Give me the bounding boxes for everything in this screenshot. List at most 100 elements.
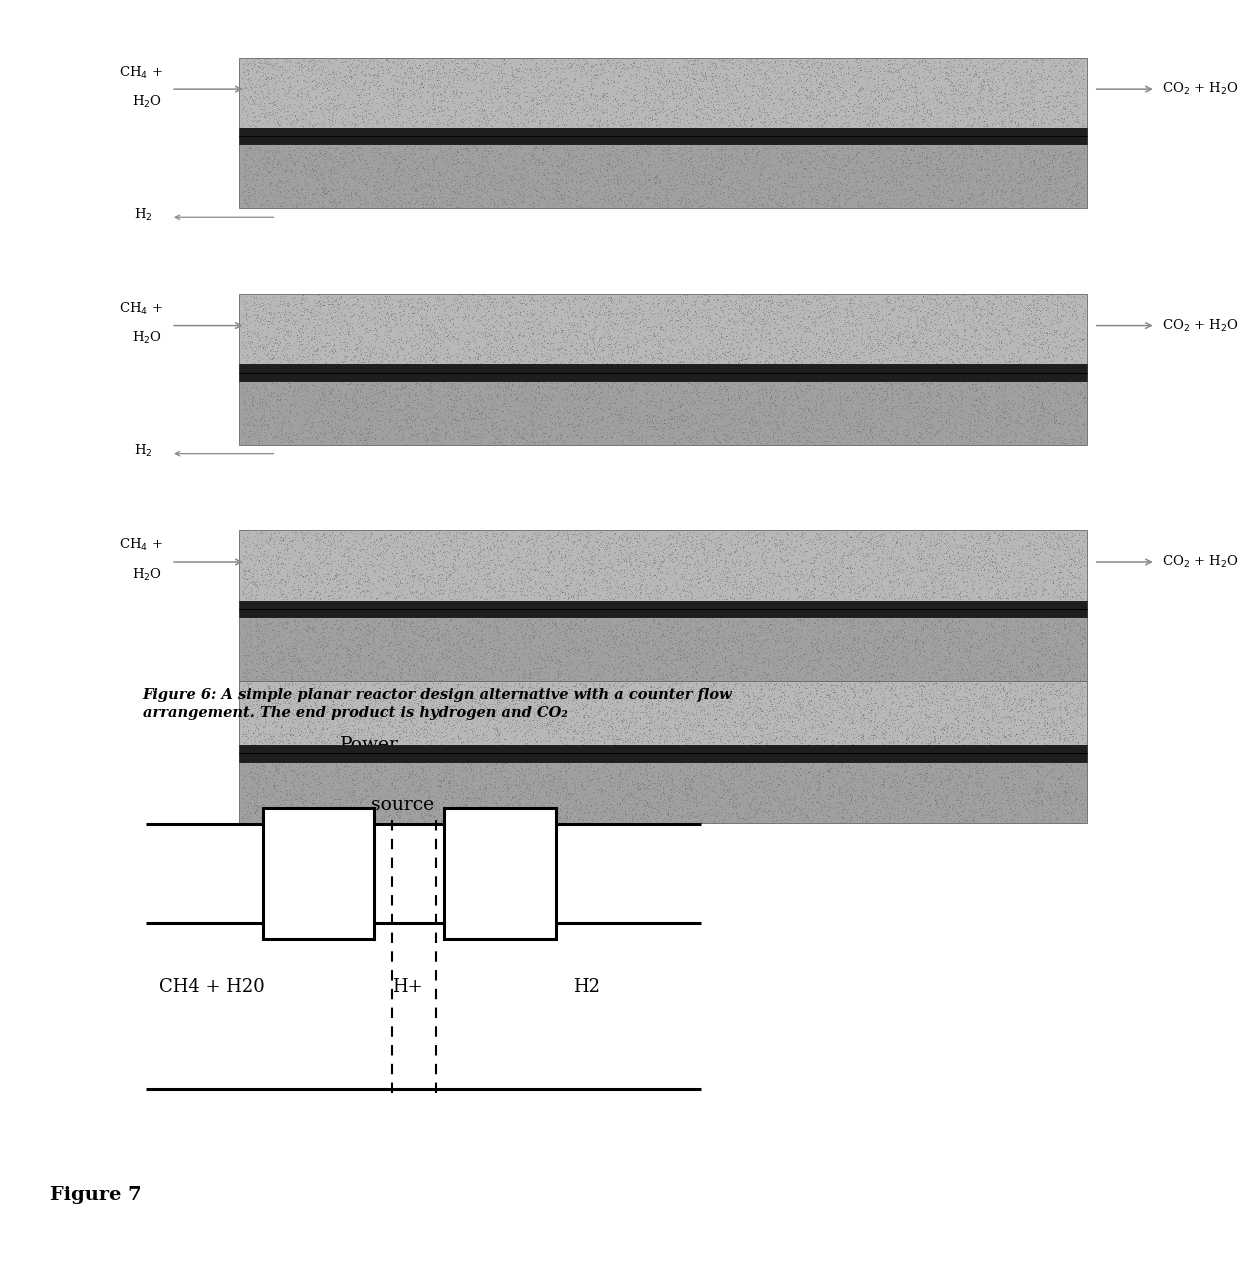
Point bbox=[756, 643, 776, 663]
Point bbox=[517, 335, 537, 355]
Point bbox=[802, 403, 822, 423]
Point bbox=[465, 657, 485, 677]
Point bbox=[692, 532, 712, 552]
Point bbox=[449, 152, 469, 173]
Point bbox=[828, 135, 848, 156]
Point bbox=[593, 73, 613, 93]
Point bbox=[797, 180, 817, 201]
Point bbox=[869, 711, 889, 731]
Point bbox=[1044, 66, 1064, 87]
Point bbox=[277, 723, 296, 744]
Point bbox=[374, 543, 394, 564]
Point bbox=[348, 797, 368, 818]
Point bbox=[857, 777, 877, 797]
Point bbox=[946, 348, 966, 368]
Point bbox=[388, 636, 408, 657]
Point bbox=[1053, 382, 1073, 403]
Point bbox=[588, 778, 608, 799]
Point bbox=[599, 759, 619, 780]
Point bbox=[305, 720, 325, 740]
Point bbox=[1063, 626, 1083, 647]
Point bbox=[887, 755, 906, 776]
Point bbox=[976, 412, 996, 432]
Point bbox=[430, 625, 450, 645]
Point bbox=[467, 164, 487, 184]
Point bbox=[735, 106, 755, 127]
Point bbox=[601, 698, 621, 718]
Point bbox=[866, 89, 885, 110]
Point bbox=[1028, 193, 1048, 213]
Point bbox=[295, 617, 315, 638]
Point bbox=[931, 530, 951, 551]
Point bbox=[801, 105, 821, 125]
Point bbox=[295, 175, 315, 196]
Point bbox=[864, 690, 884, 711]
Point bbox=[351, 420, 371, 441]
Point bbox=[386, 413, 405, 433]
Point bbox=[495, 106, 515, 127]
Point bbox=[852, 629, 872, 649]
Point bbox=[455, 98, 475, 119]
Point bbox=[828, 690, 848, 711]
Point bbox=[883, 75, 903, 96]
Point bbox=[841, 626, 861, 647]
Point bbox=[598, 376, 618, 396]
Point bbox=[544, 89, 564, 110]
Point bbox=[1039, 418, 1059, 438]
Point bbox=[407, 423, 427, 443]
Point bbox=[625, 104, 645, 124]
Point bbox=[609, 797, 629, 818]
Point bbox=[792, 381, 812, 401]
Point bbox=[1038, 328, 1058, 349]
Point bbox=[1009, 312, 1029, 332]
Point bbox=[765, 422, 785, 442]
Point bbox=[539, 114, 559, 134]
Point bbox=[764, 610, 784, 630]
Point bbox=[893, 111, 913, 132]
Point bbox=[968, 351, 988, 372]
Point bbox=[898, 156, 918, 176]
Point bbox=[355, 100, 374, 120]
Point bbox=[1059, 777, 1079, 797]
Point bbox=[1019, 429, 1039, 450]
Point bbox=[419, 175, 439, 196]
Point bbox=[491, 190, 511, 211]
Point bbox=[402, 418, 422, 438]
Point bbox=[299, 313, 319, 334]
Point bbox=[322, 296, 342, 317]
Point bbox=[962, 403, 982, 423]
Point bbox=[946, 721, 966, 741]
Point bbox=[784, 762, 804, 782]
Point bbox=[790, 431, 810, 451]
Point bbox=[703, 68, 723, 88]
Point bbox=[763, 789, 782, 809]
Point bbox=[629, 399, 649, 419]
Point bbox=[795, 644, 815, 665]
Point bbox=[249, 429, 269, 450]
Point bbox=[277, 810, 296, 831]
Point bbox=[849, 179, 869, 199]
Point bbox=[232, 109, 252, 129]
Point bbox=[631, 579, 651, 599]
Point bbox=[485, 639, 505, 659]
Point bbox=[585, 528, 605, 548]
Point bbox=[552, 613, 572, 634]
Point bbox=[1058, 56, 1078, 77]
Point bbox=[668, 52, 688, 73]
Point bbox=[1063, 295, 1083, 316]
Point bbox=[1022, 791, 1042, 812]
Point bbox=[1034, 580, 1054, 601]
Point bbox=[909, 396, 929, 417]
Point bbox=[322, 653, 342, 674]
Point bbox=[480, 142, 500, 162]
Point bbox=[712, 167, 732, 188]
Point bbox=[527, 180, 547, 201]
Point bbox=[402, 144, 422, 165]
Point bbox=[274, 431, 294, 451]
Point bbox=[290, 771, 310, 791]
Point bbox=[769, 615, 789, 635]
Point bbox=[835, 336, 854, 357]
Point bbox=[280, 622, 300, 643]
Point bbox=[682, 588, 702, 608]
Point bbox=[737, 804, 756, 824]
